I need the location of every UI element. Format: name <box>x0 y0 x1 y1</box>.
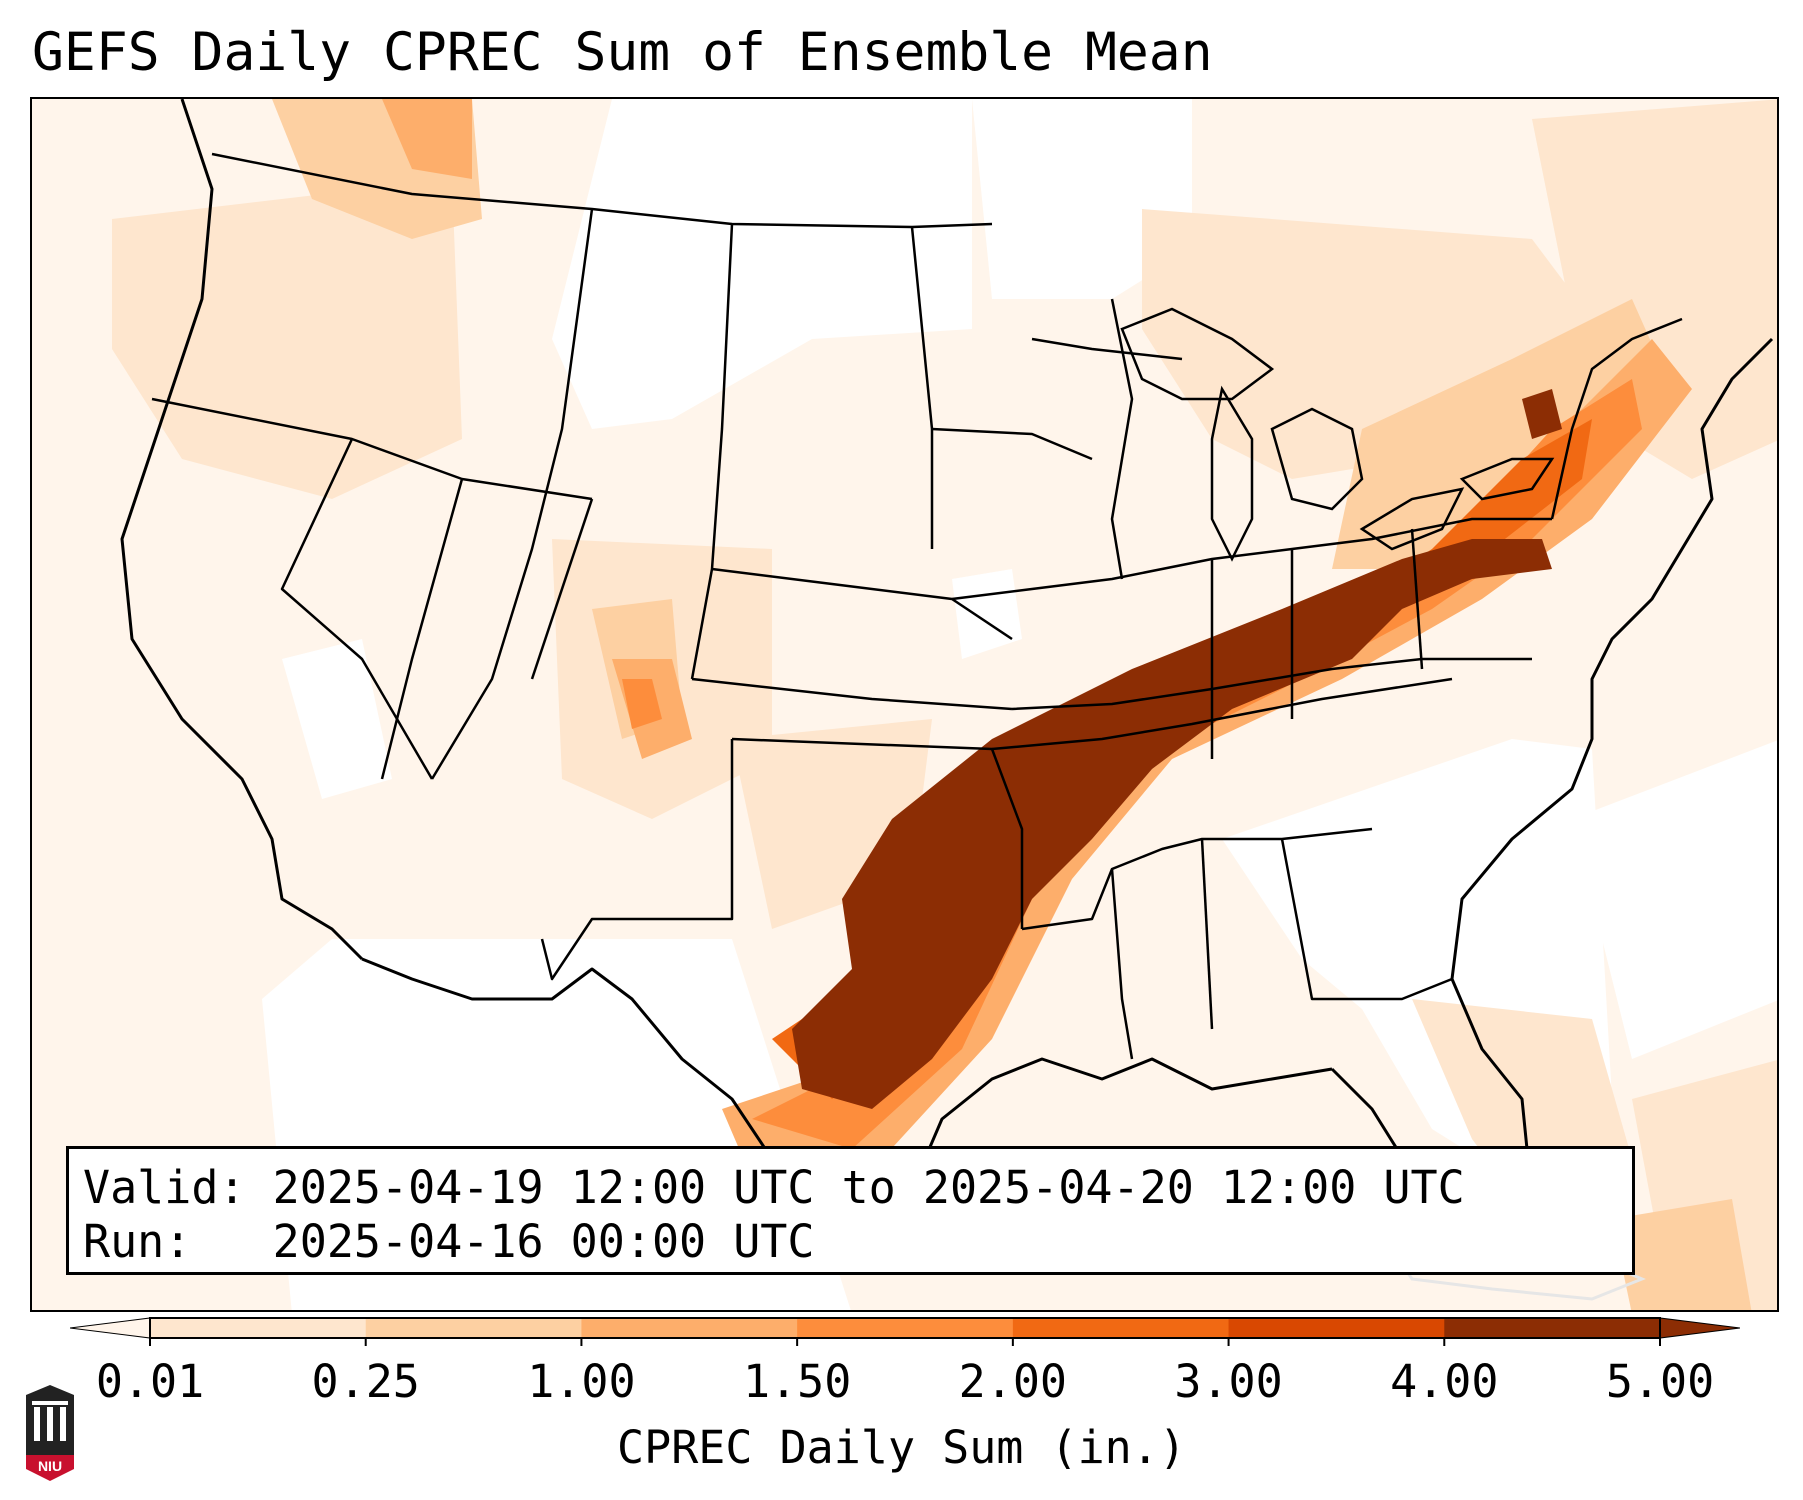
colorbar-segment <box>150 1318 367 1338</box>
logo-text: NIU <box>38 1458 62 1474</box>
valid-time-box: Valid: 2025-04-19 12:00 UTC to 2025-04-2… <box>66 1146 1635 1275</box>
precipitation-map <box>30 97 1779 1312</box>
valid-time-line: Valid: 2025-04-19 12:00 UTC to 2025-04-2… <box>83 1161 1465 1214</box>
colorbar-segment <box>1444 1318 1661 1338</box>
colorbar-low-extend <box>70 1317 151 1339</box>
colorbar-tick-label: 4.00 <box>1390 1355 1499 1408</box>
run-time-line: Run: 2025-04-16 00:00 UTC <box>83 1215 815 1268</box>
colorbar-frame <box>149 1317 1661 1339</box>
map-title: GEFS Daily CPREC Sum of Ensemble Mean <box>32 22 1213 83</box>
colorbar-high-extend <box>1659 1317 1740 1339</box>
colorbar-segment <box>1012 1318 1230 1338</box>
colorbar-tick-label: 0.01 <box>95 1355 205 1408</box>
great-lakes <box>1120 307 1555 562</box>
colorbar-segment <box>365 1318 582 1338</box>
colorbar-segment <box>797 1318 1014 1338</box>
colorbar-tick-label: 0.25 <box>311 1355 420 1408</box>
logo-banner <box>26 1455 74 1481</box>
niu-logo: NIU <box>26 1385 74 1481</box>
colorbar-tick-label: 2.00 <box>958 1355 1068 1408</box>
map-canvas <box>32 99 1777 1310</box>
colorbar-tick-label: 3.00 <box>1174 1355 1283 1408</box>
state-borders <box>151 152 1683 1060</box>
colorbar-tick-label: 1.00 <box>527 1355 636 1408</box>
colorbar-segment <box>1228 1318 1445 1338</box>
colorbar-label: CPREC Daily Sum (in.) <box>617 1421 1186 1474</box>
colorbar-segment <box>581 1318 798 1338</box>
colorbar <box>70 1317 1740 1346</box>
colorbar-tick-label: 5.00 <box>1605 1355 1715 1408</box>
maximum-precip-core <box>792 389 1562 1109</box>
colorbar-tick-label: 1.50 <box>742 1355 852 1408</box>
